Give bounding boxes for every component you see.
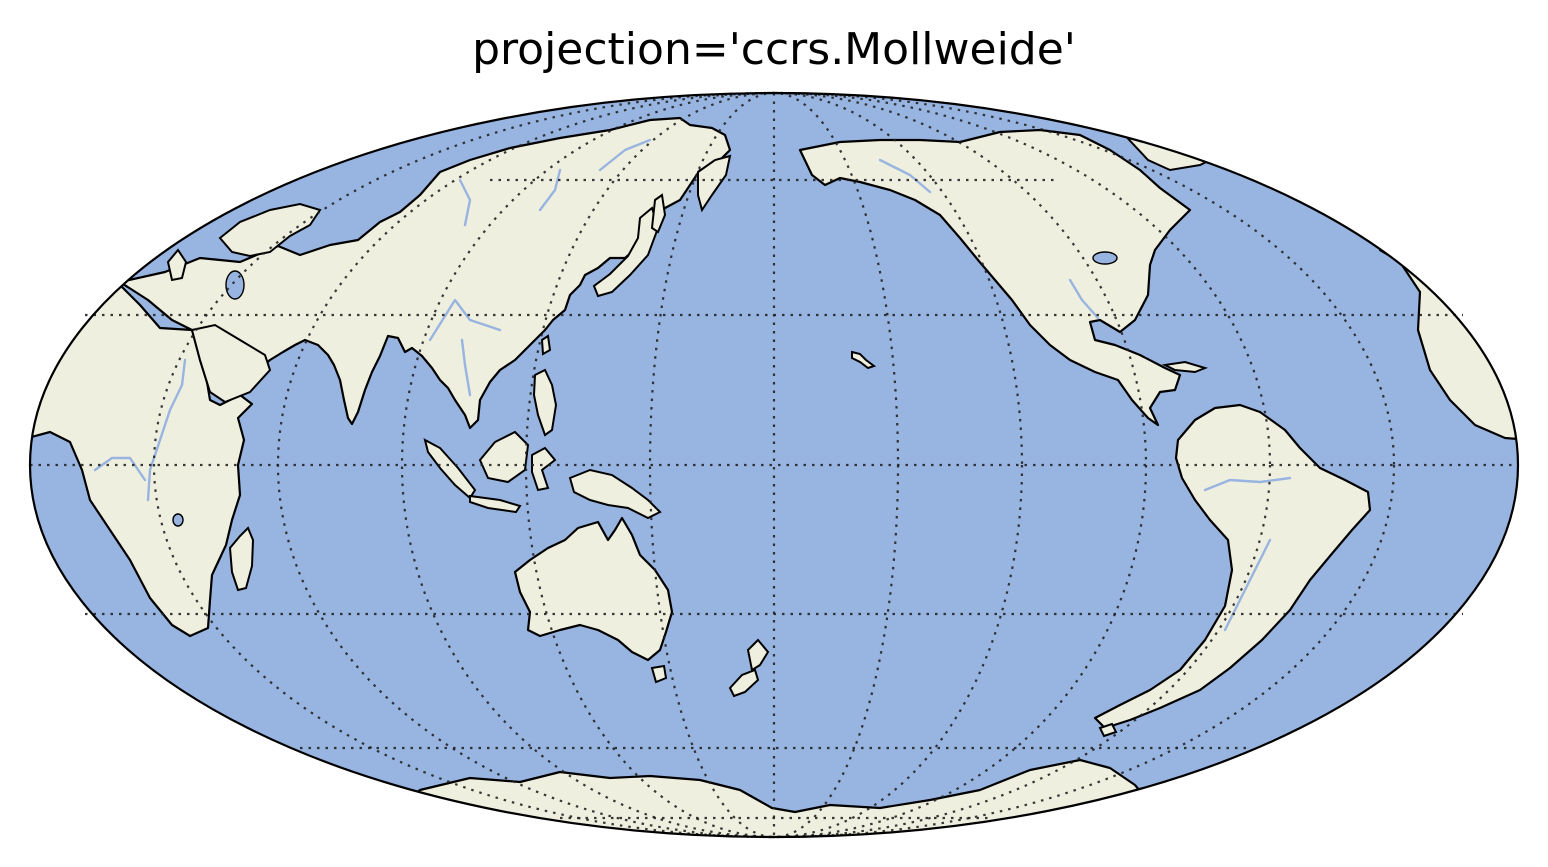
eurasia [118,116,732,430]
mekong-river [460,338,472,397]
caspian-sea [225,270,245,300]
north-america [798,128,1192,427]
new-guinea [568,468,662,520]
yangtze-river [428,298,502,342]
meridian-pair-60 [524,91,1024,839]
madagascar [228,526,255,592]
amazon-river [1203,476,1292,492]
scandinavia [218,202,322,258]
landmasses [30,108,1518,837]
yenisei-river [458,178,472,227]
lakes [172,251,1118,527]
taiwan [540,334,552,356]
sulawesi [531,446,557,492]
lake-victoria [172,513,184,527]
new-zealand-south [728,668,760,698]
philippines [532,368,558,437]
cuba [1161,360,1209,374]
map-title: projection='ccrs.Mollweide' [472,24,1076,75]
south-america [1093,403,1372,730]
mackenzie-river [878,158,932,194]
hawaii [851,350,877,370]
africa [30,283,254,638]
sakhalin [650,193,667,234]
lena-river [598,138,652,172]
java [469,494,522,514]
congo-river [93,456,147,482]
borneo [478,430,530,484]
australia [513,516,674,662]
ob-river [538,168,562,212]
meridian-pair-120 [276,91,1272,839]
arabia [190,323,272,404]
kamchatka [697,154,732,213]
tasmania [650,664,668,684]
globe-border [28,91,1520,839]
antarctica [358,758,1182,837]
rivers [93,138,1292,632]
great-lakes [1092,251,1118,265]
nile-river [146,358,187,502]
tierra-del-fuego [1098,722,1118,738]
new-zealand-north [746,638,770,672]
mississippi-river [1068,278,1100,320]
britain [166,248,188,282]
